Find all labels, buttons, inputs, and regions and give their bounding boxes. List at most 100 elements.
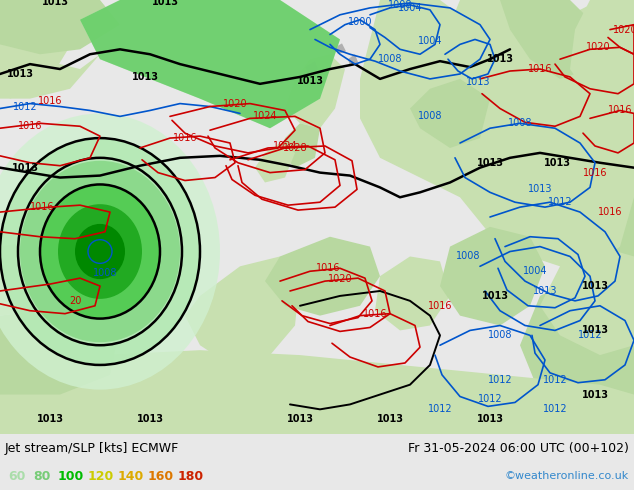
Polygon shape [375,256,450,330]
Text: 1008: 1008 [508,118,533,128]
Polygon shape [0,237,90,316]
Text: 1012: 1012 [477,394,502,404]
Text: 1020: 1020 [586,42,611,52]
Text: ©weatheronline.co.uk: ©weatheronline.co.uk [505,471,629,481]
Text: 1000: 1000 [348,17,372,26]
Polygon shape [360,0,634,296]
Polygon shape [410,79,490,148]
Text: 120: 120 [88,469,114,483]
Text: 1013: 1013 [581,325,609,336]
Polygon shape [0,29,55,98]
Text: 1013: 1013 [131,72,158,82]
Text: 1016: 1016 [608,105,632,116]
Text: 1008: 1008 [488,330,512,341]
Polygon shape [185,256,300,365]
Text: 1013: 1013 [533,286,557,296]
Polygon shape [440,0,540,98]
Text: 1013: 1013 [581,390,609,399]
Text: 1016: 1016 [30,202,55,212]
Polygon shape [500,0,600,79]
Ellipse shape [40,184,160,318]
Polygon shape [570,0,634,119]
Text: Fr 31-05-2024 06:00 UTC (00+102): Fr 31-05-2024 06:00 UTC (00+102) [408,441,629,455]
Text: 1016: 1016 [172,133,197,143]
Text: 100: 100 [58,469,84,483]
Ellipse shape [0,138,200,365]
Text: 1013: 1013 [527,184,552,195]
Ellipse shape [20,161,180,343]
Text: 1013: 1013 [297,76,323,86]
Polygon shape [0,0,80,89]
Text: 1012: 1012 [543,404,567,415]
Text: 1024: 1024 [253,111,277,122]
Text: 1013: 1013 [477,158,503,168]
Text: 1016: 1016 [527,64,552,74]
Text: 1012: 1012 [428,404,452,415]
Text: 1012: 1012 [488,375,512,385]
Polygon shape [305,61,318,75]
Ellipse shape [0,113,220,390]
Text: 1013: 1013 [543,158,571,168]
Text: 1016: 1016 [428,301,452,311]
Polygon shape [0,54,100,98]
Text: 1016: 1016 [598,207,622,217]
Polygon shape [0,306,120,394]
Text: 1008: 1008 [456,251,480,262]
Text: 1013: 1013 [37,414,63,424]
Polygon shape [80,0,340,128]
Text: 60: 60 [8,469,25,483]
Polygon shape [280,123,320,168]
Text: 1013: 1013 [287,414,313,424]
Text: 1008: 1008 [378,54,402,64]
Text: 1012: 1012 [543,375,567,385]
Polygon shape [520,0,634,434]
Text: 1016: 1016 [38,96,62,106]
Polygon shape [335,44,346,54]
Text: 1013: 1013 [481,291,508,301]
Text: 1008: 1008 [93,268,117,278]
Ellipse shape [58,204,142,299]
Text: 1008: 1008 [388,0,412,10]
Text: 1012: 1012 [578,330,602,341]
Text: 1013: 1013 [11,163,39,172]
Polygon shape [348,54,358,66]
Polygon shape [0,0,120,54]
Text: 160: 160 [148,469,174,483]
Text: 1012: 1012 [13,101,37,112]
Text: 1013: 1013 [152,0,179,7]
Text: 1016: 1016 [316,263,340,273]
Text: 1020: 1020 [328,274,353,284]
Text: 1016: 1016 [18,121,42,131]
Text: 1013: 1013 [486,54,514,64]
Text: 1016: 1016 [583,168,607,177]
Text: 1013: 1013 [377,414,403,424]
Text: 20: 20 [69,296,81,306]
Text: 1004: 1004 [418,36,443,47]
Text: 1013: 1013 [466,77,490,87]
Text: 1016: 1016 [363,309,387,318]
Text: 1020: 1020 [612,24,634,35]
Polygon shape [440,227,545,325]
Polygon shape [80,0,340,128]
Text: 1020: 1020 [223,98,247,109]
Text: 140: 140 [118,469,145,483]
Text: 1013: 1013 [6,69,34,79]
Text: 180: 180 [178,469,204,483]
Polygon shape [540,246,634,355]
Polygon shape [265,237,380,316]
Text: 1008: 1008 [418,111,443,122]
Ellipse shape [75,224,125,279]
Text: 1013: 1013 [477,414,503,424]
Text: 80: 80 [33,469,50,483]
Polygon shape [0,350,634,434]
Text: 1013: 1013 [581,281,609,291]
Text: 1013: 1013 [136,414,164,424]
Text: 1013: 1013 [41,0,68,7]
Polygon shape [255,143,295,182]
Text: 1024: 1024 [273,141,297,151]
Polygon shape [80,0,340,128]
Polygon shape [285,54,345,128]
Text: Jet stream/SLP [kts] ECMWF: Jet stream/SLP [kts] ECMWF [5,441,179,455]
Text: 1012: 1012 [548,197,573,207]
Text: 1028: 1028 [283,143,307,153]
